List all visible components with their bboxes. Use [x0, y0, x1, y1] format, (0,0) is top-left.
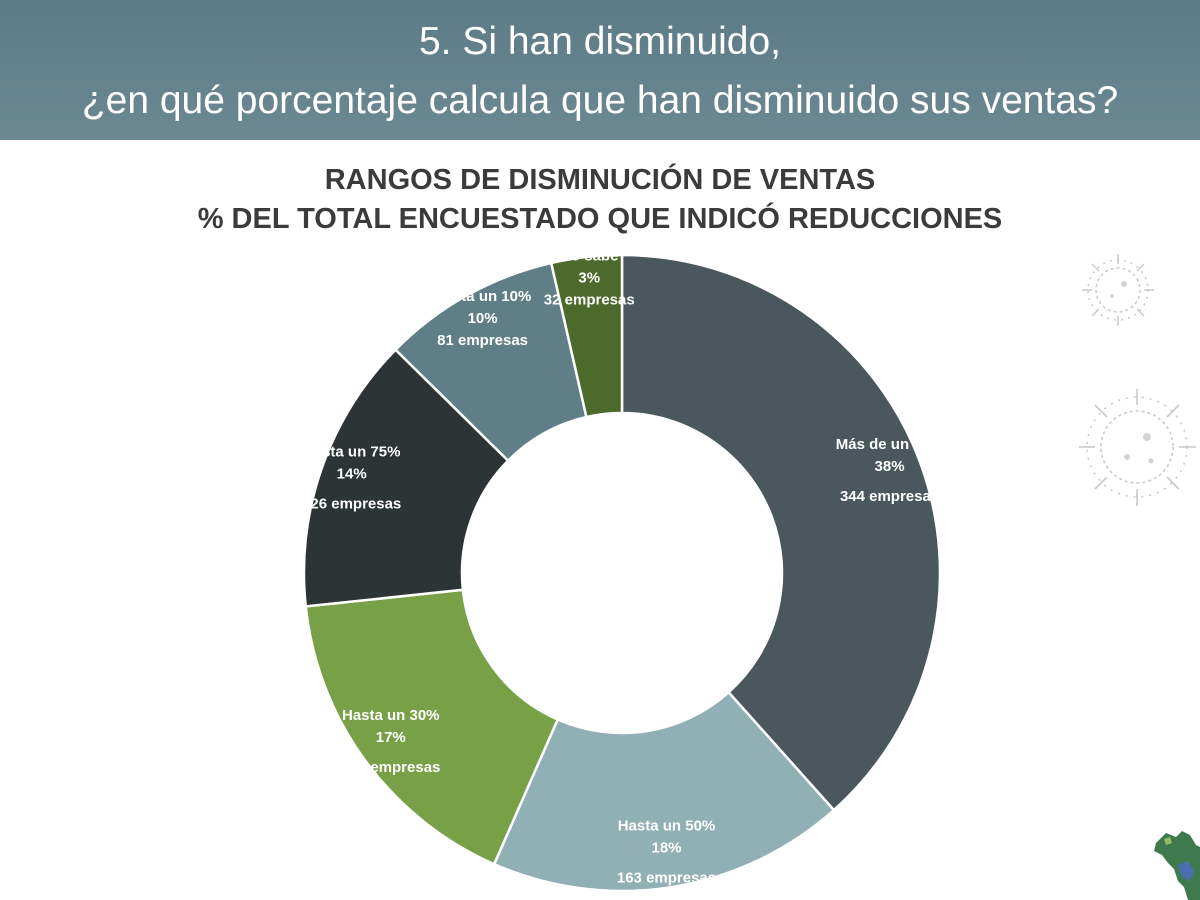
- slice-label-percent: 38%: [875, 458, 905, 475]
- slice-label-count: 344 empresas: [840, 488, 939, 505]
- slice-label-count: 163 empresas: [617, 870, 716, 887]
- slice-label-name: Hasta un 75%: [303, 443, 401, 460]
- slice-label-count: 81 empresas: [437, 332, 528, 349]
- slice-label-name: Más de un 75%: [836, 436, 944, 453]
- slice-label-name: Hasta un 50%: [618, 818, 716, 835]
- slice-label-name: Hasta un 10%: [434, 288, 532, 305]
- virus-icon: [1079, 389, 1196, 506]
- slice-label-count: 150 empresas: [341, 759, 440, 776]
- donut-slice: [620, 253, 942, 812]
- question-title-line1: 5. Si han disminuido,: [418, 20, 782, 63]
- virus-icon: [1082, 254, 1154, 326]
- slice-label-percent: 3%: [578, 269, 600, 286]
- slice-label-percent: 17%: [376, 729, 406, 746]
- map-icon: [1154, 831, 1200, 900]
- slice-label-count: 126 empresas: [302, 495, 401, 512]
- chart-title: RANGOS DE DISMINUCIÓN DE VENTAS: [324, 164, 876, 196]
- slice-label-count: 32 empresas: [544, 291, 635, 308]
- slice-label-name: Hasta un 30%: [342, 707, 440, 724]
- donut-slice: [304, 588, 560, 866]
- slice-label-percent: 18%: [651, 840, 681, 857]
- slide-header: 5. Si han disminuido, ¿en qué porcentaje…: [0, 0, 1200, 140]
- slice-label-percent: 10%: [468, 310, 498, 327]
- donut-slice: [302, 347, 510, 608]
- slice-label-name: No sabe: [560, 247, 618, 264]
- donut-slice: [492, 690, 836, 893]
- slice-label-percent: 14%: [337, 465, 367, 482]
- question-title-line2: ¿en qué porcentaje calcula que han dismi…: [81, 79, 1119, 122]
- donut-slice: [549, 253, 624, 419]
- chart-subtitle: % DEL TOTAL ENCUESTADO QUE INDICÓ REDUCC…: [197, 203, 1003, 235]
